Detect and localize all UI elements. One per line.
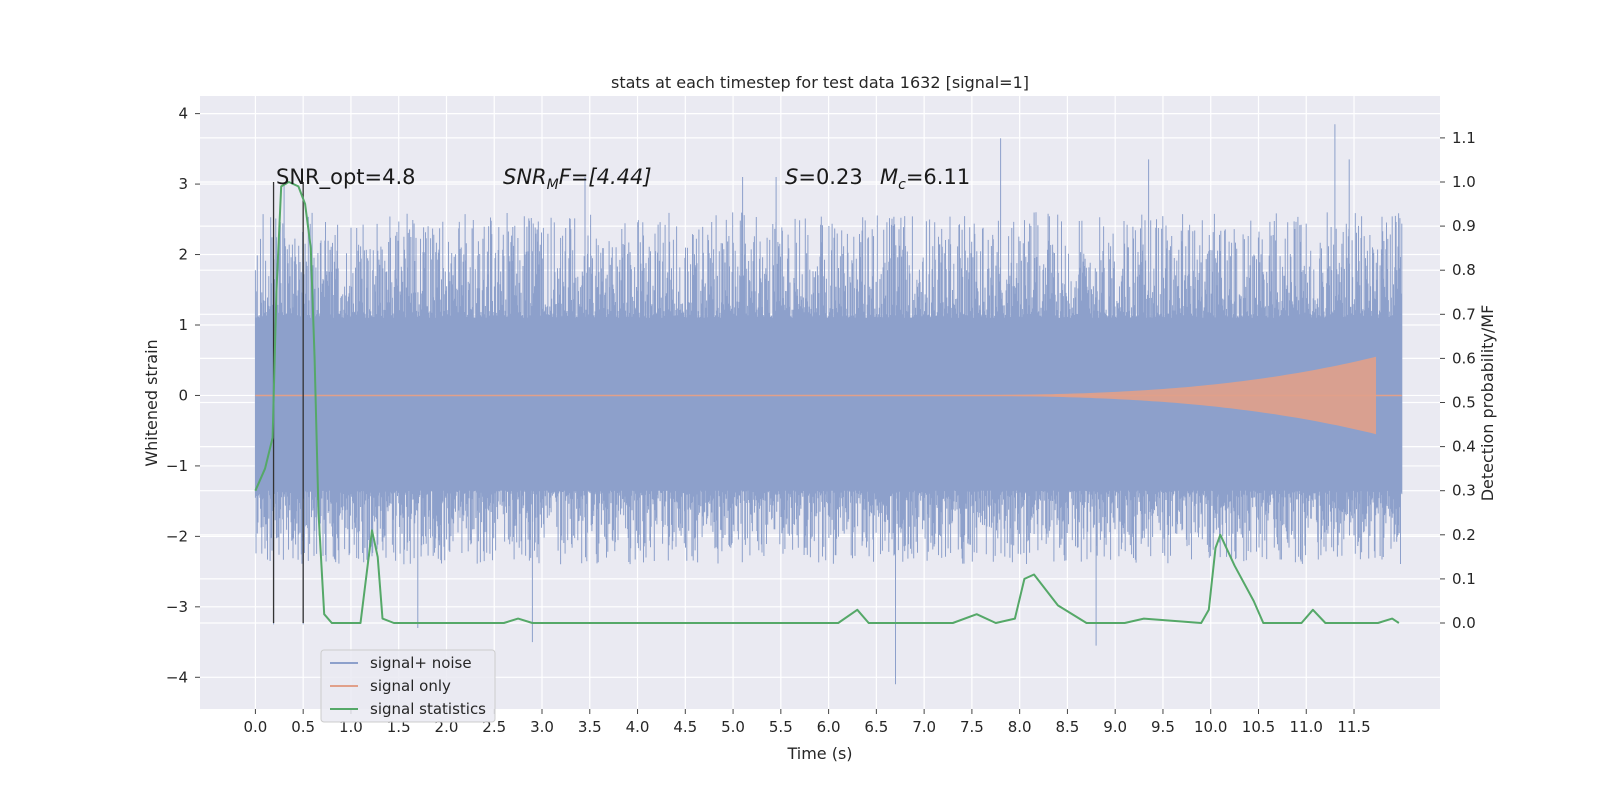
y-tick-label: −3 [166, 598, 188, 616]
legend: signal+ noise signal only signal statist… [320, 649, 496, 723]
x-tick-label: 5.5 [769, 718, 793, 736]
y2-tick-label: 1.0 [1452, 173, 1476, 191]
y2-tick-label: 0.9 [1452, 217, 1476, 235]
x-tick-label: 3.5 [578, 718, 602, 736]
x-tick-label: 6.5 [864, 718, 888, 736]
x-tick-label: 6.0 [817, 718, 841, 736]
x-tick-label: 5.0 [721, 718, 745, 736]
y-tick-label: 4 [178, 105, 188, 123]
y2-tick-label: 1.1 [1452, 129, 1476, 147]
y-axis-ticks: 4 3 2 1 0 −1 −2 −3 −4 [166, 105, 200, 686]
x-tick-label: 10.5 [1242, 718, 1275, 736]
legend-label-signal-plus-noise: signal+ noise [370, 654, 472, 672]
x-axis-label: Time (s) [786, 744, 852, 763]
y-tick-label: −4 [166, 668, 188, 686]
annotation-snr-mf: SNRMF=[4.44] [503, 165, 652, 193]
x-tick-label: 11.5 [1337, 718, 1370, 736]
y2-tick-label: 0.1 [1452, 570, 1476, 588]
x-tick-label: 4.5 [673, 718, 697, 736]
x-tick-label: 0.5 [291, 718, 315, 736]
x-tick-label: 7.5 [960, 718, 984, 736]
series-signal-statistics [254, 181, 1400, 624]
x-tick-label: 8.5 [1055, 718, 1079, 736]
x-tick-label: 0.0 [243, 718, 267, 736]
x-tick-label: 8.0 [1008, 718, 1032, 736]
y2-tick-label: 0.3 [1452, 482, 1476, 500]
y2-tick-label: 0.2 [1452, 526, 1476, 544]
y2-axis-ticks: 1.1 1.0 0.9 0.8 0.7 0.6 0.5 0.4 0.3 0.2 0.1 0.0 [1440, 129, 1476, 632]
legend-label-signal-only: signal only [370, 677, 451, 695]
y2-tick-label: 0.0 [1452, 614, 1476, 632]
x-tick-label: 10.0 [1194, 718, 1227, 736]
stats-line [254, 181, 1400, 624]
y2-axis-label: Detection probability/MF [1478, 305, 1497, 502]
legend-label-signal-statistics: signal statistics [370, 700, 486, 718]
x-tick-label: 11.0 [1290, 718, 1323, 736]
y2-tick-label: 0.7 [1452, 305, 1476, 323]
y-tick-label: −2 [166, 527, 188, 545]
x-axis-ticks: 0.0 0.5 1.0 1.5 2.0 2.5 3.0 3.5 4.0 4.5 5.0 5.5 6.0 6… [243, 709, 1371, 736]
y-axis-label: Whitened strain [142, 339, 161, 466]
y2-tick-label: 0.8 [1452, 261, 1476, 279]
y-tick-label: 2 [178, 246, 188, 264]
annotation-snr-opt: SNR_opt=4.8 [276, 165, 416, 190]
annotation-mc: Mc=6.11 [880, 165, 970, 193]
legend-box [320, 649, 496, 723]
y-tick-label: 3 [178, 175, 188, 193]
x-tick-label: 9.0 [1103, 718, 1127, 736]
y-tick-label: 0 [178, 386, 188, 404]
y-tick-label: 1 [178, 316, 188, 334]
y2-tick-label: 0.5 [1452, 394, 1476, 412]
x-tick-label: 9.5 [1151, 718, 1175, 736]
y2-tick-label: 0.4 [1452, 438, 1476, 456]
y2-tick-label: 0.6 [1452, 349, 1476, 367]
y-tick-label: −1 [166, 457, 188, 475]
x-tick-label: 7.0 [912, 718, 936, 736]
x-tick-label: 3.0 [530, 718, 554, 736]
x-tick-label: 4.0 [626, 718, 650, 736]
chart-title: stats at each timestep for test data 163… [611, 73, 1029, 92]
annotation-s: S=0.23 [785, 165, 863, 189]
series-signal-only [255, 356, 1402, 435]
